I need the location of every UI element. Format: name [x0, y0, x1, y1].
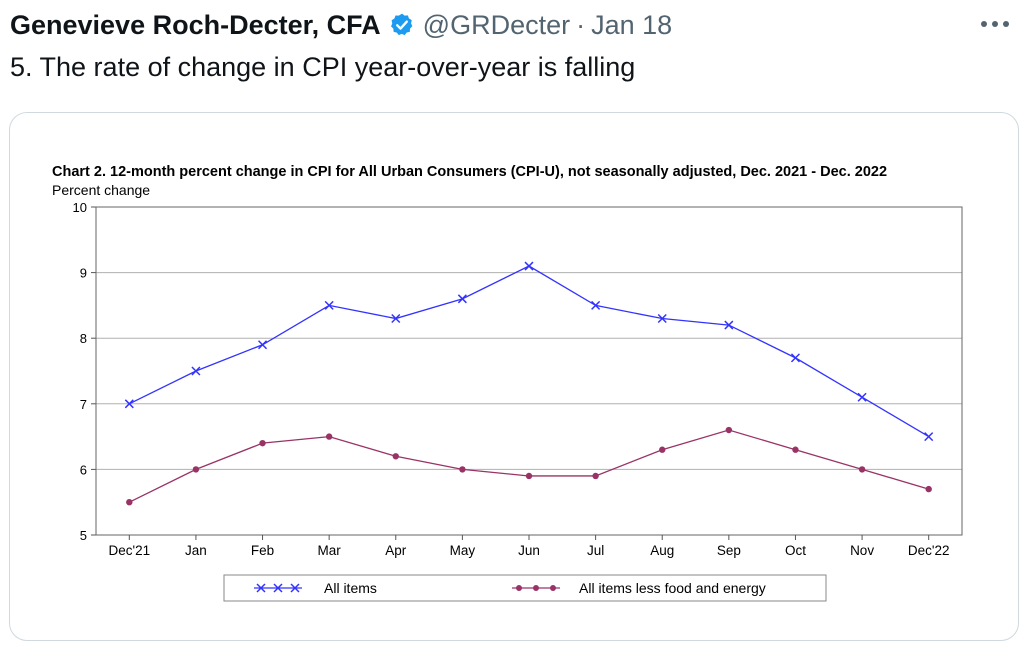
data-point [191, 366, 201, 376]
legend-marker [550, 585, 556, 591]
data-point [259, 439, 266, 447]
data-point [392, 453, 399, 460]
data-point [925, 485, 932, 493]
data-point [124, 399, 134, 409]
data-point [391, 313, 401, 324]
y-tick-label: 8 [80, 331, 87, 346]
data-point [857, 392, 867, 402]
plot-area-frame [95, 206, 963, 536]
tweet-text: 5. The rate of change in CPI year-over-y… [10, 52, 636, 82]
verified-badge-icon [389, 12, 415, 38]
x-tick-label: Feb [251, 543, 274, 558]
data-point [524, 261, 534, 271]
data-point [592, 472, 599, 480]
y-tick-label: 10 [73, 200, 87, 215]
tweet-media-card[interactable]: Chart 2. 12-month percent change in CPI … [9, 112, 1019, 641]
data-point [525, 472, 533, 480]
x-tick-label: Mar [318, 543, 342, 558]
data-point [657, 313, 667, 324]
x-tick-label: Dec'21 [109, 543, 151, 558]
data-point [126, 499, 133, 506]
y-axis-label: Percent change [52, 182, 150, 198]
x-tick-label: May [450, 543, 476, 558]
series-line [129, 429, 929, 503]
x-tick-label: Sep [717, 543, 741, 558]
data-point [792, 446, 799, 453]
author-name[interactable]: Genevieve Roch-Decter, CFA [10, 9, 381, 40]
legend-marker [533, 585, 539, 591]
x-tick-label: Jul [587, 543, 604, 558]
legend-marker [256, 583, 266, 593]
y-tick-label: 9 [80, 266, 87, 281]
x-tick-label: Jun [518, 543, 540, 558]
data-point [258, 340, 268, 350]
legend-label: All items [324, 580, 377, 596]
tweet-header: Genevieve Roch-Decter, CFA @GRDecter · J… [10, 8, 672, 42]
author-handle[interactable]: @GRDecter [422, 9, 571, 40]
series-line [129, 265, 930, 438]
x-tick-label: Nov [850, 543, 874, 558]
data-point [457, 294, 467, 304]
legend-label: All items less food and energy [579, 580, 766, 596]
separator-dot: · [576, 9, 586, 40]
data-point [192, 466, 200, 473]
y-tick-label: 7 [80, 397, 87, 412]
legend-marker [290, 583, 300, 593]
x-tick-label: Dec'22 [908, 543, 950, 558]
more-options-button[interactable] [978, 10, 1012, 38]
chart-title: Chart 2. 12-month percent change in CPI … [52, 164, 887, 180]
data-point [724, 320, 734, 330]
legend-marker [273, 583, 283, 593]
x-tick-label: Apr [385, 543, 407, 558]
data-point [324, 300, 334, 310]
data-point [790, 353, 800, 363]
x-tick-label: Aug [650, 543, 674, 558]
data-point [924, 432, 934, 442]
x-tick-label: Oct [785, 543, 806, 558]
data-point [325, 433, 333, 440]
more-horizontal-icon [981, 21, 1009, 27]
y-tick-label: 5 [80, 528, 87, 543]
data-point [725, 426, 733, 434]
legend-marker [516, 585, 522, 591]
tweet-date[interactable]: Jan 18 [591, 9, 673, 40]
data-point [858, 466, 866, 473]
x-tick-label: Jan [185, 543, 207, 558]
data-point [659, 446, 666, 453]
y-tick-label: 6 [80, 462, 87, 477]
data-point [459, 466, 466, 473]
data-point [591, 300, 601, 310]
cpi-line-chart: Chart 2. 12-month percent change in CPI … [52, 164, 963, 602]
